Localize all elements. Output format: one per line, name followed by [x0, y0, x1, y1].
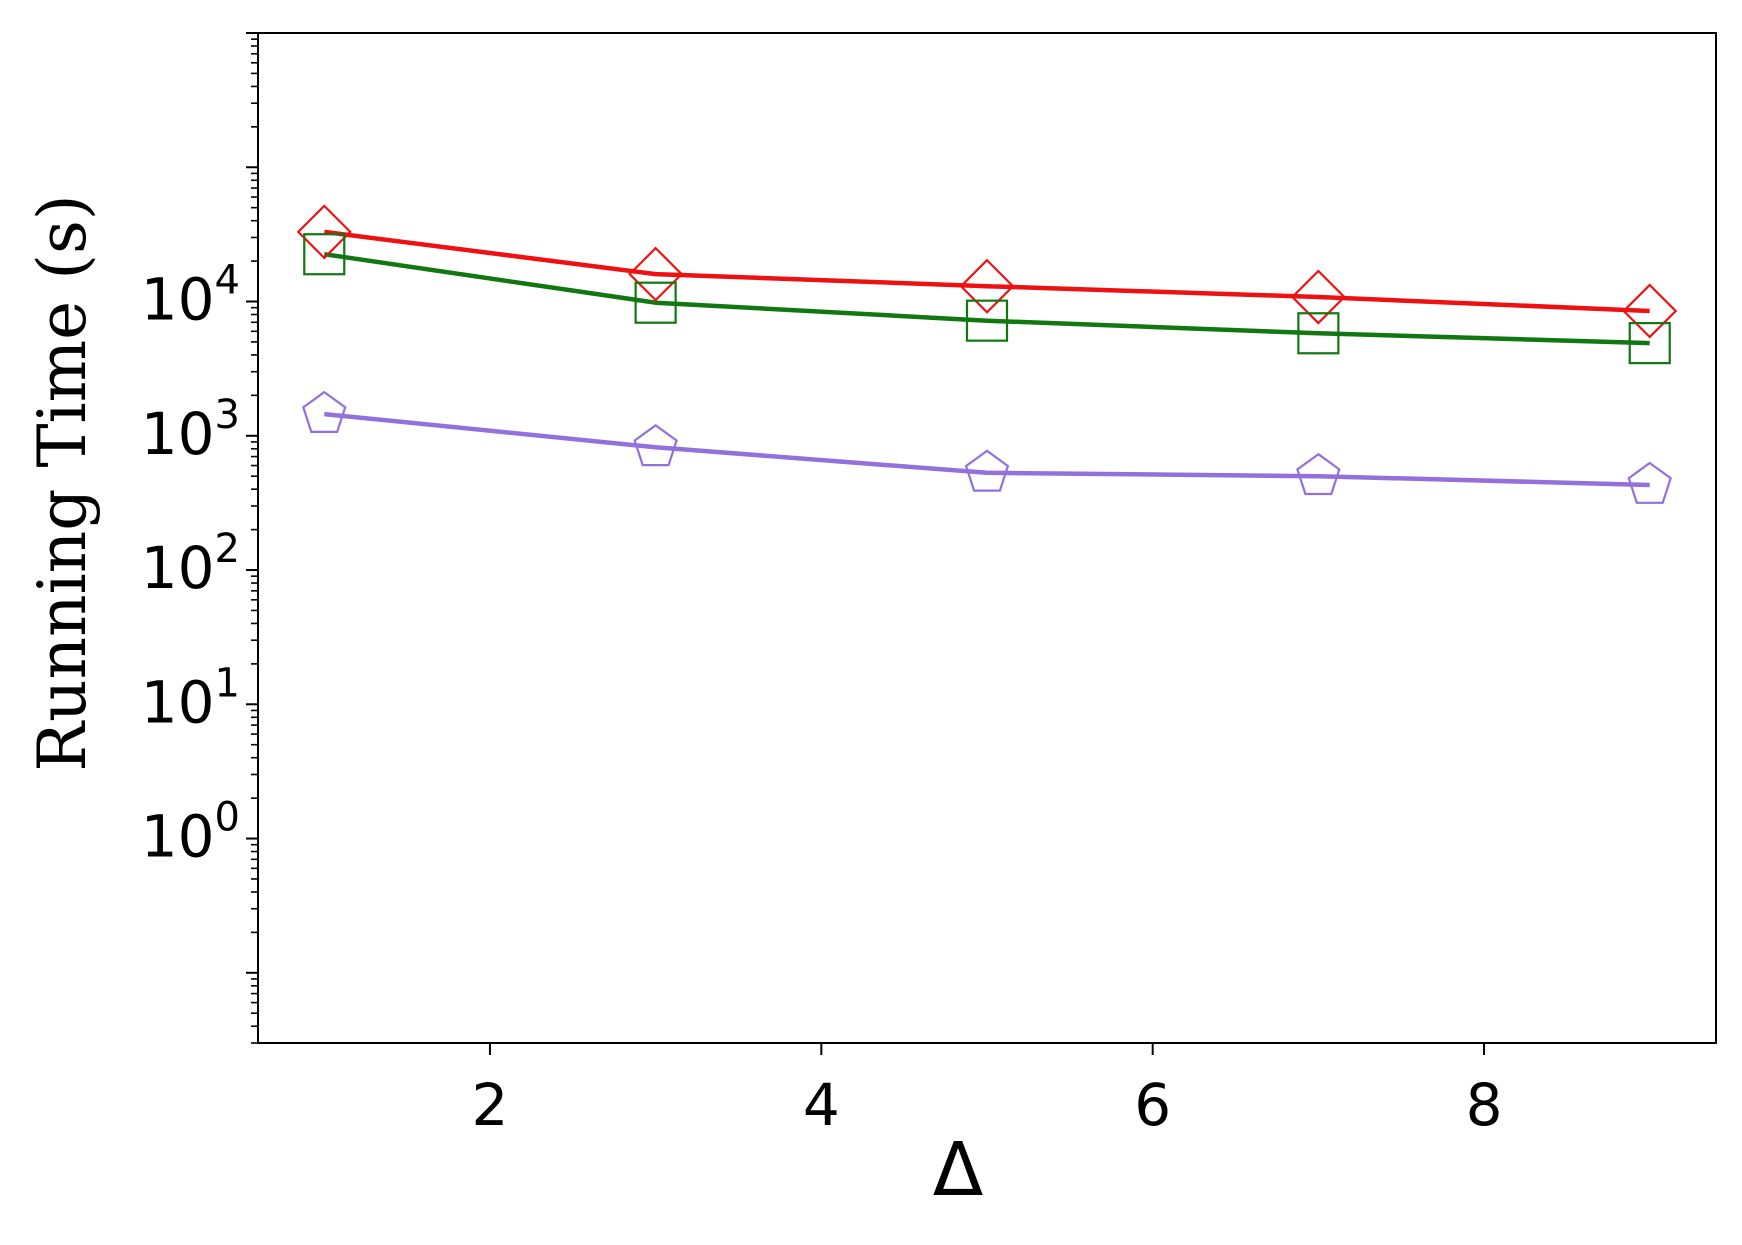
x-tick-label: 4 [803, 1071, 840, 1139]
series-lines [323, 229, 1650, 488]
pentagon-marker [302, 390, 347, 433]
x-tick-label: 8 [1466, 1071, 1503, 1139]
y-tick-label: 101 [141, 660, 240, 736]
y-tick-label: 100 [141, 795, 240, 871]
square-marker [303, 233, 346, 276]
series-line-diamond [324, 229, 1650, 314]
y-tick-label: 103 [141, 392, 240, 468]
diamond-marker [296, 204, 352, 260]
y-tick-label-base: 10 [141, 668, 215, 736]
square-marker [634, 281, 677, 324]
y-tick-label-exponent: 2 [215, 526, 240, 572]
x-tick-label: 6 [1134, 1071, 1171, 1139]
square-marker [965, 299, 1009, 342]
y-tick-label-exponent: 1 [215, 660, 240, 706]
y-tick-label-exponent: 4 [215, 258, 240, 304]
series-line-pentagon [324, 411, 1650, 488]
x-ticks: 2 4 6 8 [472, 1043, 1503, 1139]
series-markers [296, 204, 1678, 504]
y-tick-label-base: 10 [141, 803, 215, 871]
y-tick-label-exponent: 0 [215, 795, 240, 841]
pentagon-marker [1627, 461, 1672, 504]
diamond-marker [959, 258, 1015, 314]
plot-area-frame [257, 32, 1717, 1044]
square-marker [1297, 312, 1340, 355]
series-line-square [323, 251, 1650, 346]
pentagon-marker [633, 423, 678, 467]
y-minor-ticks [251, 38, 258, 1044]
pentagon-marker [964, 449, 1010, 492]
x-tick-label: 2 [472, 1071, 509, 1139]
y-tick-label-base: 10 [141, 534, 215, 602]
pentagon-marker [1296, 452, 1341, 496]
y-axis-label: Running Time (s) [24, 194, 101, 771]
y-tick-label: 104 [141, 258, 240, 334]
x-axis-label: Δ [933, 1127, 984, 1213]
y-tick-label: 102 [141, 526, 240, 602]
diamond-marker [628, 246, 684, 302]
y-tick-label-exponent: 3 [215, 392, 240, 438]
diamond-marker [1290, 269, 1346, 325]
diamond-marker [1622, 283, 1678, 339]
square-marker [1628, 322, 1671, 365]
y-tick-label-base: 10 [141, 400, 215, 468]
y-tick-label-base: 10 [141, 266, 215, 334]
